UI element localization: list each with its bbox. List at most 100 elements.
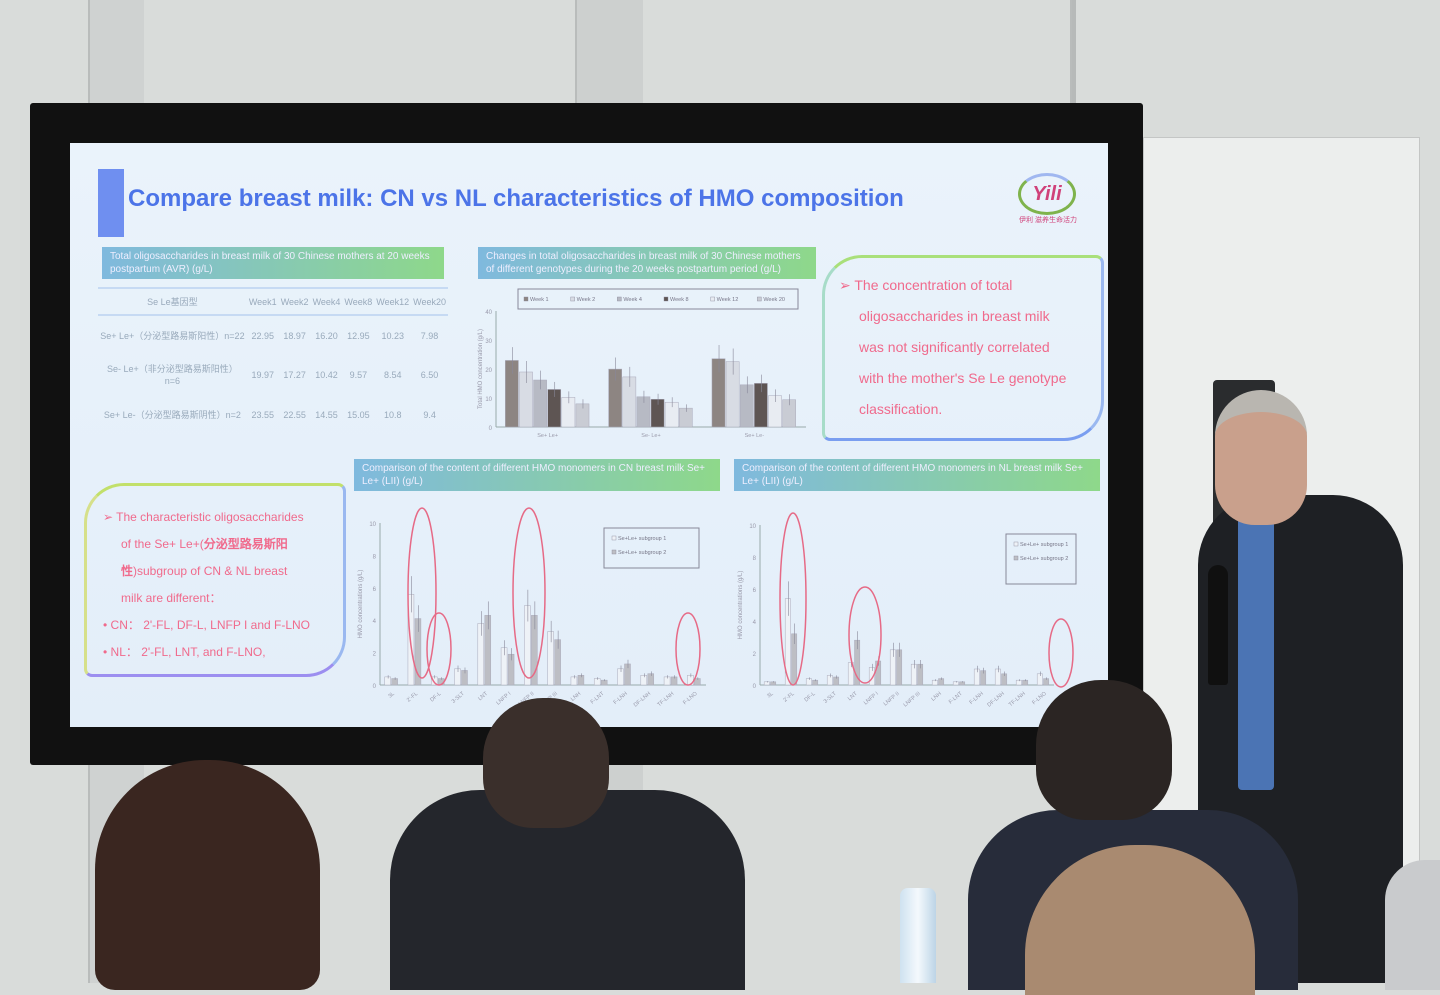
bar	[812, 679, 819, 686]
genotype-cell: Se+ Le+（分泌型路易斯阳性）n=22	[100, 330, 245, 341]
value-cell: 19.97	[251, 370, 275, 380]
y-tick-label: 6	[753, 588, 757, 594]
bar	[600, 679, 608, 686]
bar	[384, 676, 391, 686]
bar	[547, 389, 562, 428]
value-cell: 17.27	[283, 370, 306, 380]
slide-title: Compare breast milk: CN vs NL characteri…	[128, 185, 904, 212]
bar	[782, 399, 796, 428]
column-header: Week12	[374, 287, 412, 316]
y-tick-label: 30	[485, 339, 492, 345]
legend-swatch	[710, 296, 715, 302]
legend-swatch	[757, 296, 762, 302]
value-cell: 8.54	[383, 370, 402, 380]
bar	[477, 623, 485, 686]
presentation-slide: Compare breast milk: CN vs NL characteri…	[70, 143, 1108, 727]
column-header: Week8	[342, 287, 375, 316]
bar	[554, 639, 561, 686]
bar	[754, 383, 768, 428]
legend-label: Week 4	[623, 297, 642, 303]
conclusion-text: was not significantly correlated	[859, 339, 1050, 355]
weekly-hmo-bar-chart: 0 10 20 30 40 Total HMO concentration (g/L) Se…	[478, 288, 806, 439]
column-header: Week2	[278, 287, 311, 316]
x-tick-label: LNFP II	[883, 691, 901, 708]
x-tick-label: LNFP III	[903, 691, 923, 709]
x-tick-label: DF-L	[804, 691, 817, 703]
bar	[854, 639, 861, 686]
conclusion-text: ➢ The concentration of total	[839, 277, 1013, 293]
x-tick-label: F-LNO	[682, 690, 699, 706]
legend-label: Week 2	[577, 297, 596, 303]
x-tick-label: Se- Le+	[641, 433, 660, 439]
bar	[391, 678, 398, 686]
bar	[664, 401, 679, 428]
legend-label: Se+Le+ subgroup 1	[1020, 542, 1068, 548]
highlight-ellipse	[675, 612, 701, 686]
bar	[622, 376, 637, 428]
bullet-nl: • NL： 2'-FL, LNT, and F-LNO,	[103, 645, 266, 659]
y-tick-label: 8	[373, 554, 377, 560]
legend-swatch	[611, 549, 617, 555]
x-tick-label: DF-LNH	[986, 691, 1005, 709]
bar	[784, 598, 791, 686]
bar	[791, 633, 798, 686]
genotype-cell: Se- Le+（非分泌型路易斯阳性）n=6	[107, 364, 238, 386]
characteristic-text: milk are different：	[121, 591, 222, 605]
value-cell: 10.42	[315, 370, 338, 380]
characteristic-text: of the Se+ Le+(分泌型路易斯阳	[121, 537, 288, 551]
characteristic-box: ➢ The characteristic oligosaccharides of…	[84, 483, 346, 677]
x-tick-label: F-LNO	[1031, 690, 1048, 706]
value-cell: 10.8	[383, 410, 402, 420]
x-tick-label: Se+ Le+	[537, 433, 558, 439]
bar	[833, 676, 840, 686]
bar	[454, 668, 461, 686]
y-axis-label: HMO concentrations (g/L)	[738, 571, 744, 640]
column-header: Week4	[310, 287, 343, 316]
bar	[461, 670, 468, 686]
bar	[763, 681, 770, 686]
x-tick-label: DF-L	[429, 691, 442, 703]
value-cell: 22.95	[251, 330, 275, 341]
bar	[575, 403, 590, 428]
table-row: Se+ Le+（分泌型路易斯阳性）n=22 22.95 18.97 16.20 12.9…	[98, 315, 448, 355]
value-cell: 14.55	[315, 410, 338, 420]
y-tick-label: 40	[485, 310, 492, 316]
chart1-header: Changes in total oligosaccharides in bre…	[478, 247, 816, 279]
chart2-header: Comparison of the content of different H…	[354, 459, 720, 491]
x-tick-label: 3-SLT	[451, 691, 467, 705]
bar	[678, 407, 693, 428]
bar	[959, 681, 966, 686]
x-tick-label: LNFP I	[495, 691, 512, 707]
bar	[896, 649, 903, 686]
legend-label: Week 1	[530, 297, 549, 303]
y-tick-label: 0	[489, 426, 493, 432]
bar	[505, 360, 519, 428]
bar	[1022, 679, 1029, 686]
oligosaccharide-table: Se Le基因型 Week1 Week2 Week4 Week8 Week12 …	[98, 287, 448, 435]
bar	[1015, 679, 1022, 686]
bar	[980, 670, 987, 686]
y-tick-label: 6	[373, 587, 377, 593]
bar	[484, 615, 492, 686]
highlight-ellipse	[1048, 618, 1074, 688]
x-tick-label: TF-LNH	[657, 691, 676, 708]
genotype-cell: Se+ Le-（分泌型路易斯阴性）n=2	[103, 410, 241, 420]
bar	[938, 678, 945, 686]
highlight-ellipse	[779, 512, 807, 686]
table-row: Se- Le+（非分泌型路易斯阳性）n=6 19.97 17.27 10.42 9.57…	[98, 355, 448, 395]
value-cell: 9.57	[349, 370, 368, 380]
y-tick-label: 2	[753, 652, 757, 658]
legend-label: Se+Le+ subgroup 2	[618, 550, 666, 556]
bar	[910, 663, 917, 686]
bar	[973, 668, 980, 686]
value-cell: 15.05	[347, 410, 370, 420]
bar	[917, 663, 924, 686]
bar	[640, 675, 648, 686]
value-cell: 12.95	[347, 330, 370, 341]
bar	[593, 678, 601, 686]
y-tick-label: 10	[369, 522, 376, 528]
legend-swatch	[663, 296, 669, 302]
x-tick-label: TF-LNH	[1008, 691, 1027, 708]
bar	[636, 396, 651, 428]
legend-swatch	[1013, 541, 1019, 547]
